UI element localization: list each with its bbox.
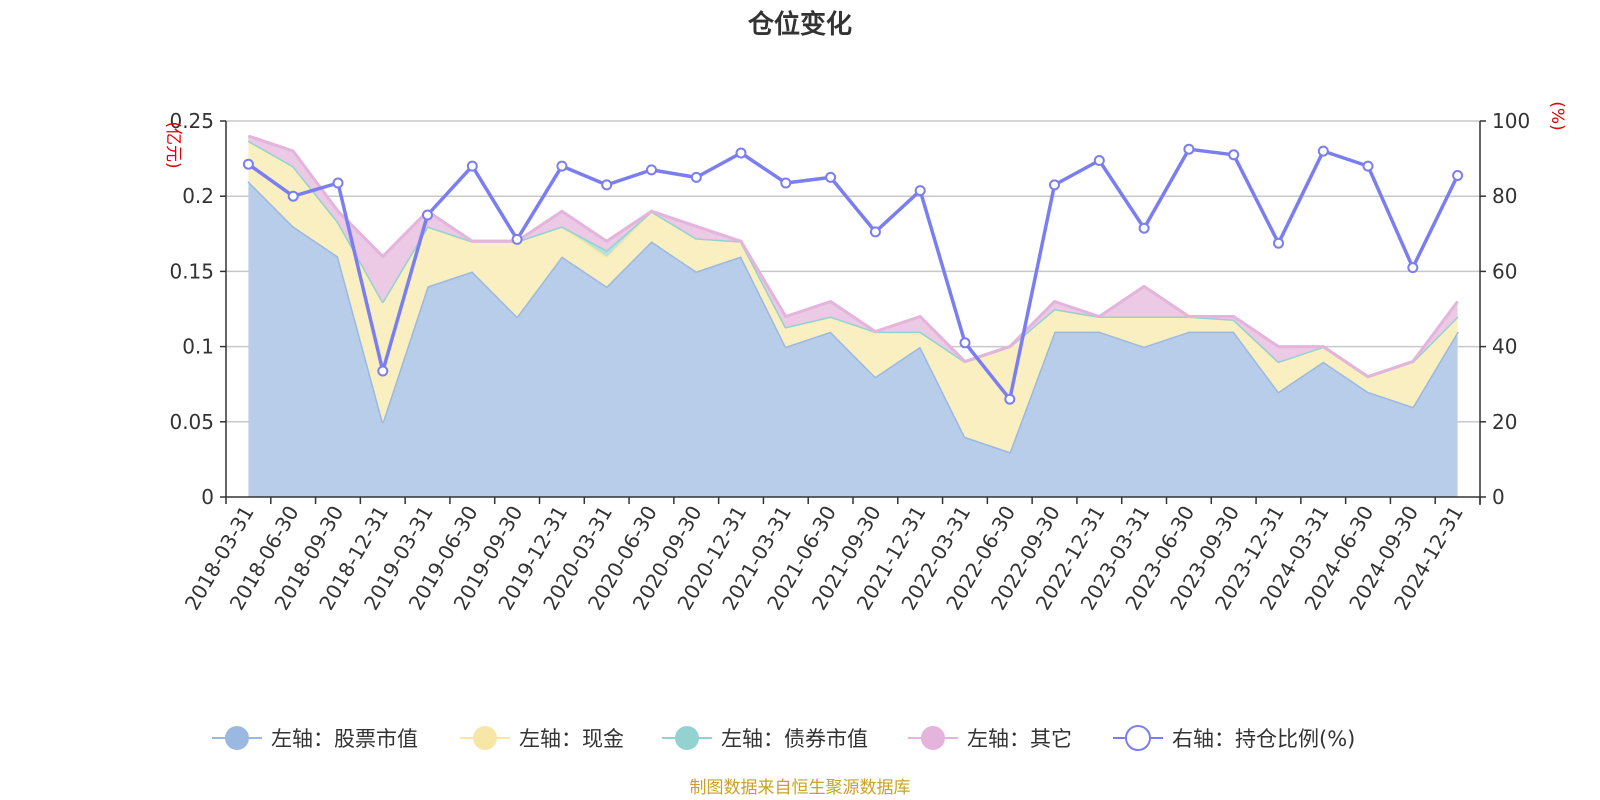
right-axis-tick-label: 20 [1492, 410, 1517, 434]
ratio-point [735, 147, 747, 159]
ratio-point [377, 365, 389, 377]
ratio-point [1407, 262, 1419, 274]
ratio-point [825, 171, 837, 183]
legend-marker [675, 726, 699, 750]
ratio-point [1228, 149, 1240, 161]
ratio-line [247, 147, 1460, 401]
left-axis-tick-label: 0.15 [169, 259, 214, 283]
ratio-point [287, 190, 299, 202]
right-axis-unit: (%) [1547, 101, 1567, 130]
legend-marker [1125, 725, 1151, 751]
ratio-point [1273, 237, 1284, 249]
ratio-point [869, 226, 881, 238]
ratio-point [466, 160, 478, 172]
left-axis-unit: (亿元) [163, 121, 183, 168]
ratio-point [1362, 160, 1374, 172]
legend-marker [473, 726, 497, 750]
left-axis-tick-label: 0.2 [182, 184, 214, 208]
ratio-point [914, 185, 926, 197]
area-左轴：股票市值 [248, 181, 1458, 497]
ratio-point [556, 160, 568, 172]
left-axis-tick-label: 0 [201, 485, 214, 509]
left-axis-tick-label: 0.1 [182, 335, 214, 359]
ratio-point [1452, 170, 1464, 181]
legend-label: 左轴：债券市值 [721, 727, 868, 751]
ratio-point [1317, 145, 1329, 157]
stacked-areas [247, 134, 1459, 497]
ratio-point [1138, 222, 1150, 234]
ratio-point [1049, 179, 1060, 191]
ratio-point [332, 177, 344, 189]
position-ratio-line [242, 143, 1464, 405]
right-axis-tick-label: 100 [1492, 109, 1530, 133]
legend-marker [921, 726, 945, 750]
legend-label: 左轴：其它 [967, 727, 1072, 751]
ratio-point [242, 158, 254, 170]
ratio-point [959, 337, 971, 349]
data-source-note: 制图数据来自恒生聚源数据库 [690, 778, 911, 798]
right-axis-tick-label: 60 [1492, 259, 1517, 283]
ratio-point [1093, 155, 1105, 166]
ratio-point [780, 177, 792, 189]
area-edge-左轴：其它 [247, 134, 1459, 379]
left-axis-tick-label: 0.05 [169, 410, 214, 434]
ratio-point [511, 233, 523, 245]
chart-title: 仓位变化 [747, 9, 852, 40]
ratio-point [646, 164, 657, 176]
legend: 左轴：股票市值 左轴：现金 左轴：债券市值 左轴：其它 右轴：持仓比例(%) [212, 725, 1355, 751]
right-axis-tick-label: 40 [1492, 335, 1517, 359]
legend-label: 右轴：持仓比例(%) [1172, 727, 1355, 751]
left-axis-tick-label: 0.25 [169, 109, 214, 133]
right-axis-tick-label: 80 [1492, 184, 1517, 208]
ratio-point [1004, 393, 1016, 405]
ratio-point [1183, 143, 1195, 155]
ratio-point [422, 209, 433, 221]
legend-label: 左轴：现金 [519, 727, 624, 751]
ratio-point [601, 179, 613, 191]
legend-label: 左轴：股票市值 [271, 727, 418, 751]
legend-marker [225, 726, 249, 750]
ratio-point [690, 171, 702, 183]
right-axis-tick-label: 0 [1492, 485, 1505, 509]
